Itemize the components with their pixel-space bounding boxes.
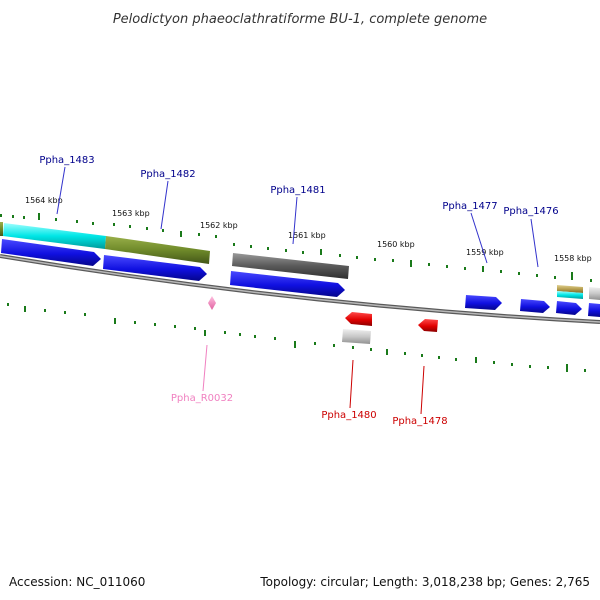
gene-label-forward[interactable]: Ppha_1476 [503,206,558,217]
kbp-label: 1559 kbp [466,248,504,257]
leader-line [56,166,66,215]
cog-color-track [0,222,600,344]
minor-tick-long [114,318,116,324]
leader-line [202,344,208,392]
cog-segment [0,222,3,236]
cds-reverse-arrow[interactable] [345,312,372,326]
major-tick [410,260,412,267]
kbp-label: 1560 kbp [377,240,415,249]
major-tick [482,266,484,272]
gene-label-forward[interactable]: Ppha_1482 [140,169,195,180]
cds-forward-arrow[interactable] [103,255,207,281]
inner-tick-row [7,303,586,372]
gene-label-reverse[interactable]: Ppha_1478 [392,416,447,427]
kbp-label: 1564 kbp [25,196,63,205]
cds-reverse-arrow[interactable] [418,319,438,332]
accession-text: Accession: NC_011060 [9,575,145,589]
leader-line [530,218,539,268]
minor-tick-long [294,341,296,348]
cds-forward-arrow[interactable] [230,271,345,297]
cds-forward-arrow[interactable] [520,299,550,313]
minor-tick-long [204,330,206,336]
cog-segment [232,253,349,279]
cog-segment [589,287,600,300]
cog-segment [557,291,583,299]
cds-forward-arrow[interactable] [556,301,582,315]
forward-cds-track [1,239,600,317]
gene-label-forward[interactable]: Ppha_1483 [39,155,94,166]
minor-tick-long [386,349,388,355]
reverse-cds-track [345,312,438,332]
cog-segment [342,329,371,344]
kbp-label: 1562 kbp [200,221,238,230]
leader-line [470,212,488,264]
minor-tick-long [24,306,26,312]
kbp-label: 1558 kbp [554,254,592,263]
gene-label-rna[interactable]: Ppha_R0032 [171,393,233,404]
cog-segment [557,285,583,293]
minor-tick-long [566,364,568,372]
label-leader-lines [56,166,539,415]
outer-tick-row [0,213,592,282]
cds-forward-arrow[interactable] [465,295,502,310]
leader-line [349,359,354,409]
leader-line [160,180,169,230]
cog-segment [3,223,106,249]
gene-label-forward[interactable]: Ppha_1481 [270,185,325,196]
rna-feature[interactable] [208,296,216,310]
major-tick [320,249,322,255]
gene-label-forward[interactable]: Ppha_1477 [442,201,497,212]
topology-text: Topology: circular; Length: 3,018,238 bp… [259,575,590,589]
major-tick [571,272,573,280]
major-tick [38,213,40,220]
major-tick [180,231,182,237]
leader-line [420,365,425,415]
kbp-label: 1563 kbp [112,209,150,218]
gene-label-reverse[interactable]: Ppha_1480 [321,410,376,421]
genome-backbone-highlight [0,255,600,323]
cds-forward-arrow[interactable] [588,303,600,317]
genome-title: Pelodictyon phaeoclathratiforme BU-1, co… [113,12,487,27]
kbp-label: 1561 kbp [288,231,326,240]
cog-segment [105,236,210,264]
kbp-tick-labels: 1564 kbp 1563 kbp 1562 kbp 1561 kbp 1560… [25,196,592,263]
minor-tick-long [475,357,477,363]
cds-forward-arrow[interactable] [1,239,101,266]
leader-line [292,196,298,245]
